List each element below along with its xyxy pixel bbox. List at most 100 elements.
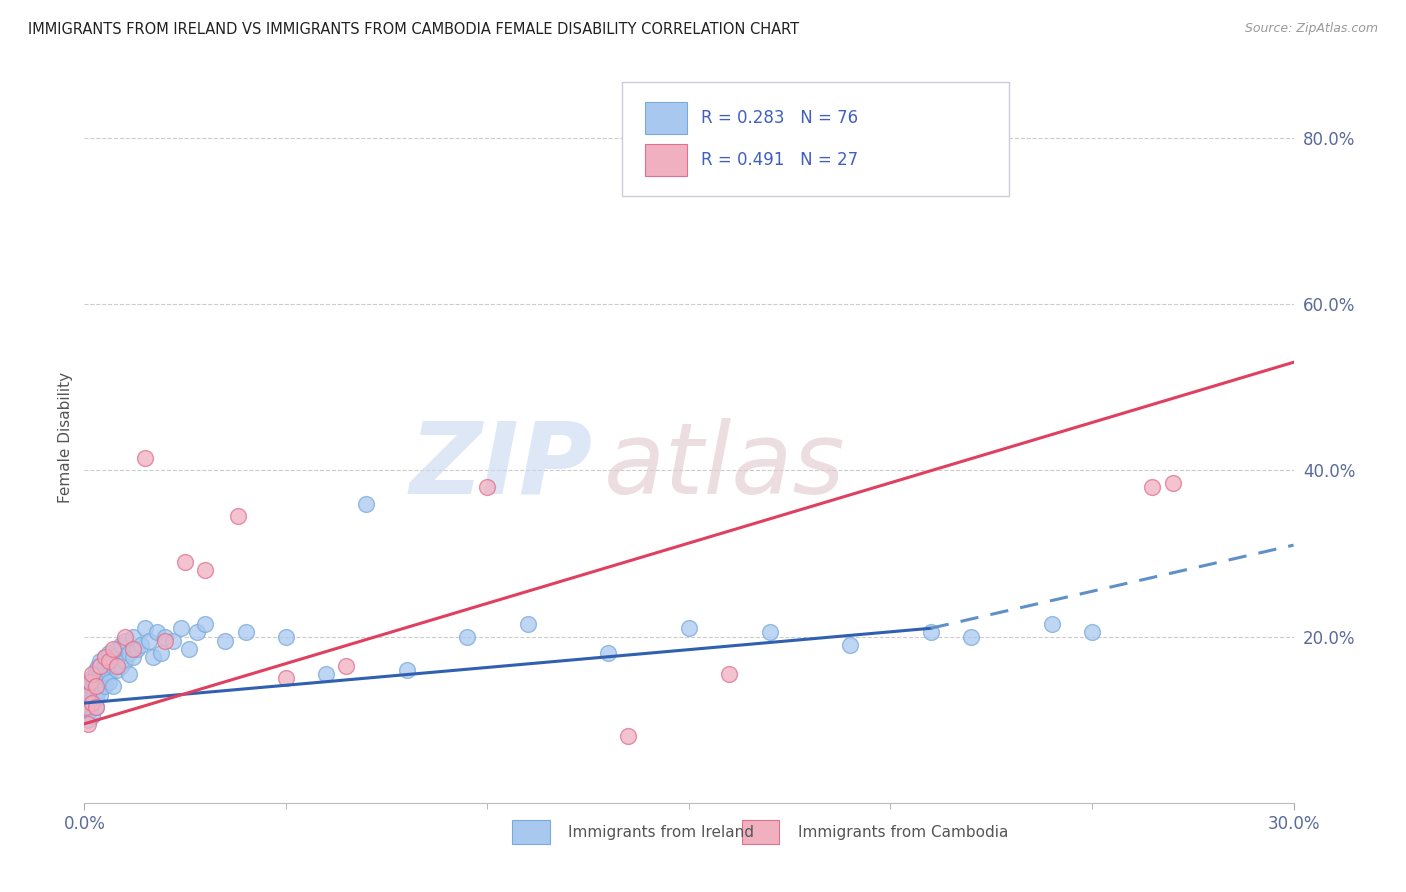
Point: [86, 700, 108, 714]
Point: [82, 667, 104, 681]
Point: [105, 642, 128, 657]
Point: [170, 621, 193, 635]
Point: [77, 716, 100, 731]
Point: [839, 638, 862, 652]
Point: [77, 700, 100, 714]
FancyBboxPatch shape: [623, 82, 1010, 195]
Point: [89, 667, 111, 681]
Point: [110, 658, 132, 673]
Point: [79, 683, 101, 698]
Text: ZIP: ZIP: [409, 417, 592, 515]
Point: [129, 638, 152, 652]
Point: [138, 633, 160, 648]
Point: [86, 680, 108, 694]
FancyBboxPatch shape: [645, 144, 686, 176]
Point: [194, 563, 217, 577]
Point: [162, 633, 184, 648]
Point: [86, 663, 108, 677]
Point: [114, 655, 136, 669]
Point: [82, 671, 104, 685]
Point: [97, 675, 120, 690]
Point: [77, 680, 100, 694]
Point: [83, 688, 105, 702]
Point: [153, 630, 176, 644]
Point: [105, 663, 128, 677]
Point: [274, 630, 297, 644]
Point: [335, 658, 357, 673]
Point: [274, 671, 297, 685]
Point: [87, 658, 110, 673]
Point: [125, 642, 148, 657]
Point: [75, 700, 97, 714]
Point: [1161, 475, 1184, 490]
Point: [395, 663, 418, 677]
Point: [678, 621, 700, 635]
Point: [93, 667, 115, 681]
Point: [89, 658, 111, 673]
Point: [758, 625, 780, 640]
Point: [77, 705, 100, 719]
Point: [118, 646, 141, 660]
Point: [110, 638, 132, 652]
Point: [477, 480, 499, 494]
Point: [86, 692, 108, 706]
Point: [456, 630, 478, 644]
Point: [121, 650, 143, 665]
Point: [82, 696, 104, 710]
Point: [114, 630, 136, 644]
Text: atlas: atlas: [605, 417, 846, 515]
Point: [153, 633, 176, 648]
Point: [82, 708, 104, 723]
Point: [77, 688, 100, 702]
Point: [79, 675, 101, 690]
Point: [114, 633, 136, 648]
Point: [960, 630, 983, 644]
Point: [1142, 480, 1164, 494]
Point: [101, 658, 124, 673]
Point: [86, 667, 108, 681]
Point: [920, 625, 942, 640]
Point: [77, 688, 100, 702]
Text: IMMIGRANTS FROM IRELAND VS IMMIGRANTS FROM CAMBODIA FEMALE DISABILITY CORRELATIO: IMMIGRANTS FROM IRELAND VS IMMIGRANTS FR…: [28, 22, 799, 37]
Point: [83, 675, 105, 690]
Point: [82, 692, 104, 706]
Text: Source: ZipAtlas.com: Source: ZipAtlas.com: [1244, 22, 1378, 36]
Point: [121, 630, 143, 644]
Point: [101, 650, 124, 665]
Point: [356, 497, 378, 511]
Point: [1081, 625, 1104, 640]
Point: [118, 667, 141, 681]
Point: [134, 450, 156, 465]
Point: [149, 646, 172, 660]
Point: [186, 625, 208, 640]
Point: [79, 700, 101, 714]
Point: [93, 680, 115, 694]
Text: Immigrants from Cambodia: Immigrants from Cambodia: [797, 824, 1008, 839]
Point: [75, 692, 97, 706]
Point: [598, 646, 620, 660]
Point: [315, 667, 337, 681]
Point: [82, 680, 104, 694]
FancyBboxPatch shape: [742, 821, 779, 844]
Text: Immigrants from Ireland: Immigrants from Ireland: [568, 824, 754, 839]
Point: [146, 625, 169, 640]
Point: [77, 713, 100, 727]
Point: [214, 633, 236, 648]
Point: [86, 700, 108, 714]
Point: [1040, 617, 1063, 632]
Point: [617, 729, 640, 743]
Point: [142, 650, 165, 665]
Text: R = 0.491   N = 27: R = 0.491 N = 27: [702, 151, 858, 169]
Point: [97, 646, 120, 660]
Point: [82, 696, 104, 710]
Point: [174, 555, 197, 569]
FancyBboxPatch shape: [512, 821, 550, 844]
Point: [89, 655, 111, 669]
Point: [134, 621, 156, 635]
Point: [101, 680, 124, 694]
Point: [97, 667, 120, 681]
Point: [89, 688, 111, 702]
Point: [101, 642, 124, 657]
Point: [87, 683, 110, 698]
Point: [93, 658, 115, 673]
